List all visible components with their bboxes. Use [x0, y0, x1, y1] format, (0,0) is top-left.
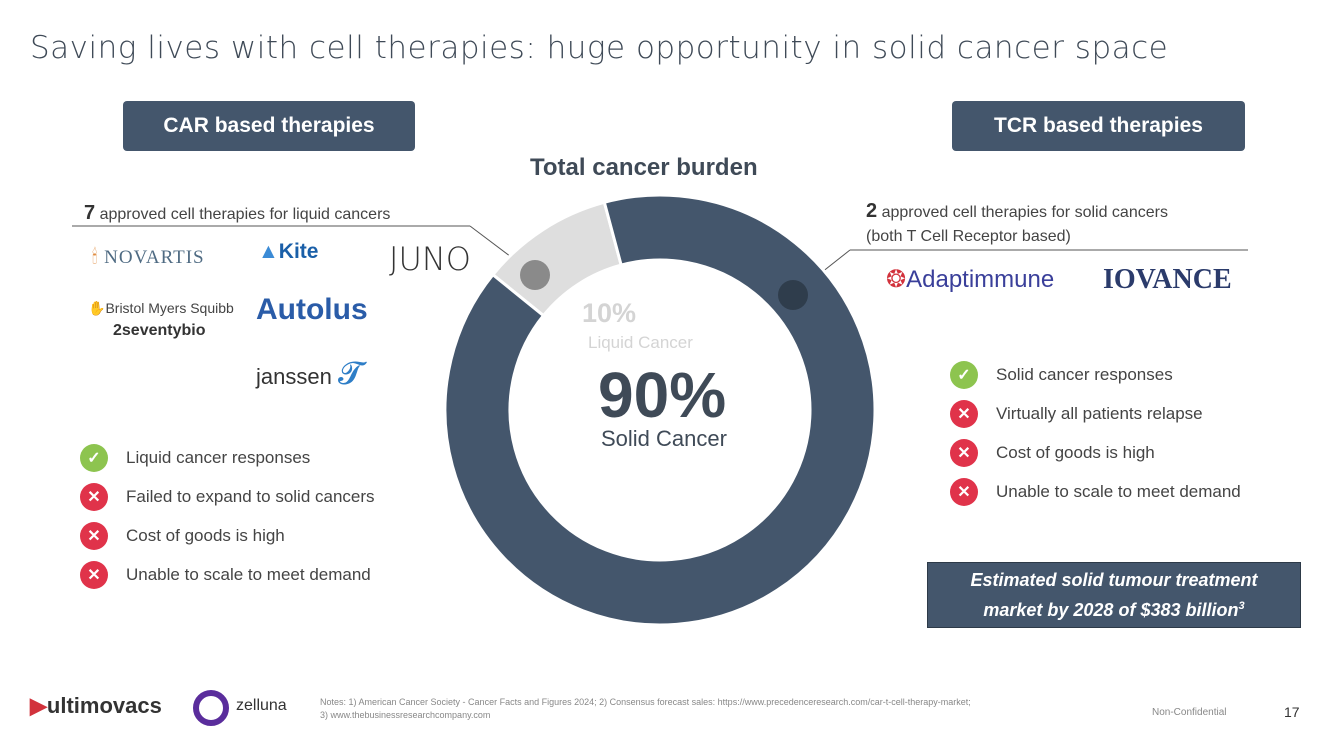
list-item-text: Unable to scale to meet demand — [996, 481, 1241, 501]
confidentiality-label: Non-Confidential — [1152, 707, 1227, 718]
x-icon: ✕ — [950, 399, 978, 428]
bms-logo: ✋Bristol Myers Squibb — [88, 300, 234, 316]
check-icon: ✓ — [950, 360, 978, 389]
list-item-text: Liquid cancer responses — [126, 447, 311, 467]
x-icon: ✕ — [950, 438, 978, 467]
autolus-logo: Autolus — [256, 293, 368, 326]
x-icon: ✕ — [950, 477, 978, 506]
janssen-logo: janssen 𝓣 — [256, 355, 363, 391]
list-item: ✓ Solid cancer responses — [950, 355, 1241, 394]
list-item: ✕ Unable to scale to meet demand — [950, 472, 1241, 511]
juno-logo: JUNO — [389, 240, 471, 278]
car-subtitle: 7 approved cell therapies for liquid can… — [84, 202, 391, 224]
solid-marker-dot — [778, 280, 808, 310]
solid-label: Solid Cancer — [601, 426, 727, 451]
list-item: ✓ Liquid cancer responses — [80, 438, 375, 477]
liquid-label: Liquid Cancer — [588, 333, 693, 352]
kite-logo: ▲Kite — [258, 240, 319, 263]
liquid-marker-dot — [520, 260, 550, 290]
list-item-text: Solid cancer responses — [996, 364, 1173, 384]
car-header: CAR based therapies — [123, 101, 415, 151]
tcr-subtitle2: (both T Cell Receptor based) — [866, 228, 1071, 245]
zelluna-logo-mark — [193, 690, 229, 726]
list-item: ✕ Cost of goods is high — [80, 516, 375, 555]
list-item-text: Virtually all patients relapse — [996, 403, 1203, 423]
tcr-list: ✓ Solid cancer responses ✕ Virtually all pa… — [950, 355, 1241, 511]
list-item: ✕ Failed to expand to solid cancers — [80, 477, 375, 516]
liquid-percent: 10% — [582, 298, 637, 328]
page-number: 17 — [1284, 704, 1300, 720]
adaptimmune-logo: ❂Adaptimmune — [886, 266, 1055, 293]
x-icon: ✕ — [80, 560, 108, 589]
list-item-text: Failed to expand to solid cancers — [126, 486, 375, 506]
list-item: ✕ Virtually all patients relapse — [950, 394, 1241, 433]
x-icon: ✕ — [80, 482, 108, 511]
donut-slice-solid-cancer — [443, 193, 877, 627]
x-icon: ✕ — [80, 521, 108, 550]
slide-title: Saving lives with cell therapies: huge o… — [30, 30, 1169, 66]
list-item: ✕ Cost of goods is high — [950, 433, 1241, 472]
iovance-logo: IOVANCE — [1103, 264, 1232, 295]
footnotes: Notes: 1) American Cancer Society - Canc… — [320, 697, 971, 720]
novartis-logo: 🕯︎ NOVARTIS — [92, 247, 205, 268]
chart-title: Total cancer burden — [530, 154, 758, 181]
list-item-text: Cost of goods is high — [996, 442, 1155, 462]
car-list: ✓ Liquid cancer responses ✕ Failed to expan… — [80, 438, 375, 594]
tcr-header: TCR based therapies — [952, 101, 1245, 151]
check-icon: ✓ — [80, 443, 108, 472]
tcr-subtitle: 2 approved cell therapies for solid canc… — [866, 200, 1168, 222]
list-item: ✕ Unable to scale to meet demand — [80, 555, 375, 594]
market-estimate-box: Estimated solid tumour treatment market b… — [927, 562, 1301, 628]
ultimovacs-logo: ▶ultimovacs — [30, 693, 162, 718]
list-item-text: Cost of goods is high — [126, 525, 285, 545]
list-item-text: Unable to scale to meet demand — [126, 564, 371, 584]
zelluna-logo: zelluna — [236, 697, 287, 714]
2seventybio-logo: 2seventybio — [113, 322, 206, 339]
solid-percent: 90% — [598, 359, 727, 431]
